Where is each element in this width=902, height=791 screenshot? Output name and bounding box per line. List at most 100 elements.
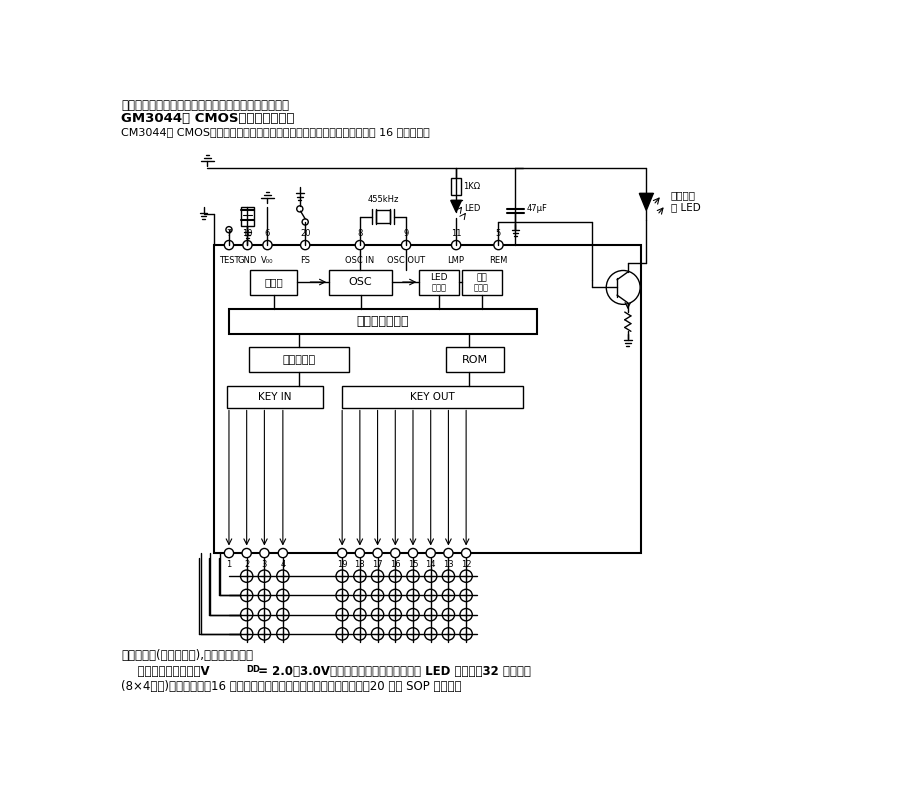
Circle shape: [442, 608, 455, 621]
Text: 2: 2: [244, 560, 249, 569]
Text: 7: 7: [226, 229, 232, 238]
Circle shape: [226, 226, 232, 233]
Text: 时序产生控制器: 时序产生控制器: [356, 315, 410, 327]
Circle shape: [277, 628, 289, 640]
Text: 15: 15: [408, 560, 419, 569]
Bar: [329, 270, 392, 295]
Text: GND: GND: [238, 255, 257, 265]
Circle shape: [278, 548, 288, 558]
Text: 输出: 输出: [476, 273, 487, 282]
Circle shape: [442, 628, 455, 640]
Text: V₀₀: V₀₀: [262, 255, 273, 265]
Text: 1KΩ: 1KΩ: [463, 182, 480, 191]
Circle shape: [401, 240, 410, 250]
Circle shape: [407, 589, 419, 602]
Text: 发送二倍码(第二次反向),防止误码操作。: 发送二倍码(第二次反向),防止误码操作。: [121, 649, 253, 662]
Text: 驱动器: 驱动器: [264, 277, 283, 287]
Text: 9: 9: [403, 229, 409, 238]
Text: OSC IN: OSC IN: [345, 255, 374, 265]
Text: 驱动器: 驱动器: [432, 283, 446, 292]
Circle shape: [336, 589, 348, 602]
Circle shape: [372, 589, 383, 602]
Text: LED: LED: [430, 273, 448, 282]
Circle shape: [462, 548, 471, 558]
Text: 移位寄存器: 移位寄存器: [282, 355, 316, 365]
Circle shape: [354, 608, 366, 621]
Text: 18: 18: [354, 560, 365, 569]
Bar: [249, 347, 349, 372]
Text: TEST: TEST: [218, 255, 239, 265]
Circle shape: [260, 548, 269, 558]
Circle shape: [241, 628, 253, 640]
Bar: [214, 245, 641, 553]
Circle shape: [225, 548, 234, 558]
Circle shape: [425, 628, 437, 640]
Circle shape: [355, 548, 364, 558]
Text: OSC OUT: OSC OUT: [387, 255, 425, 265]
Circle shape: [425, 589, 437, 602]
Bar: [452, 178, 461, 195]
Circle shape: [407, 628, 419, 640]
Text: 驱动器: 驱动器: [474, 283, 489, 292]
Circle shape: [372, 570, 383, 582]
Polygon shape: [640, 194, 653, 210]
Circle shape: [241, 589, 253, 602]
Circle shape: [407, 608, 419, 621]
Circle shape: [389, 589, 401, 602]
Polygon shape: [451, 200, 462, 212]
Bar: [419, 270, 459, 295]
Text: 3: 3: [262, 560, 267, 569]
Circle shape: [407, 570, 419, 582]
Text: 8: 8: [357, 229, 363, 238]
Text: KEY IN: KEY IN: [258, 392, 291, 402]
Circle shape: [242, 548, 252, 558]
Circle shape: [494, 240, 503, 250]
Text: CM3044是 CMOS电路，用于红外发射器的控制电路。用于数字指令，可用 16 位编系统。: CM3044是 CMOS电路，用于红外发射器的控制电路。用于数字指令，可用 16…: [121, 127, 430, 138]
Circle shape: [389, 608, 401, 621]
Circle shape: [444, 548, 453, 558]
Circle shape: [389, 570, 401, 582]
Text: = 2.0～3.0V；附有频率选择端；发射极有 LED 驱动器；32 个功能键: = 2.0～3.0V；附有频率选择端；发射极有 LED 驱动器；32 个功能键: [254, 664, 531, 678]
Text: 1: 1: [226, 560, 232, 569]
Circle shape: [354, 628, 366, 640]
Circle shape: [258, 628, 271, 640]
Text: 12: 12: [461, 560, 472, 569]
Circle shape: [425, 570, 437, 582]
Bar: [226, 386, 323, 407]
Text: OSC: OSC: [349, 277, 373, 287]
Circle shape: [262, 240, 272, 250]
Text: 455kHz: 455kHz: [367, 195, 399, 204]
Bar: [446, 347, 504, 372]
Text: 4: 4: [281, 560, 286, 569]
Text: LMP: LMP: [447, 255, 465, 265]
Circle shape: [258, 608, 271, 621]
Circle shape: [442, 570, 455, 582]
Circle shape: [243, 240, 252, 250]
Circle shape: [336, 628, 348, 640]
Circle shape: [354, 589, 366, 602]
Circle shape: [354, 570, 366, 582]
Circle shape: [425, 608, 437, 621]
Circle shape: [277, 608, 289, 621]
Text: 16: 16: [390, 560, 400, 569]
Bar: [342, 386, 523, 407]
Bar: [229, 309, 537, 334]
Circle shape: [297, 206, 303, 212]
Text: ROM: ROM: [462, 355, 488, 365]
Circle shape: [355, 240, 364, 250]
Text: 用途：用于电视、音响、录像、游戏机和玩具等场合。: 用途：用于电视、音响、录像、游戏机和玩具等场合。: [121, 99, 290, 112]
Text: REM: REM: [489, 255, 508, 265]
Circle shape: [336, 608, 348, 621]
Circle shape: [372, 628, 383, 640]
Text: GM3044型 CMOS遥控红外发射器: GM3044型 CMOS遥控红外发射器: [121, 112, 295, 125]
Circle shape: [391, 548, 400, 558]
Text: KEY OUT: KEY OUT: [410, 392, 455, 402]
Circle shape: [389, 628, 401, 640]
Circle shape: [337, 548, 346, 558]
Circle shape: [300, 240, 309, 250]
Circle shape: [302, 219, 308, 225]
Bar: [241, 206, 253, 225]
Text: 5: 5: [496, 229, 502, 238]
Bar: [250, 270, 298, 295]
Text: 20: 20: [300, 229, 310, 238]
